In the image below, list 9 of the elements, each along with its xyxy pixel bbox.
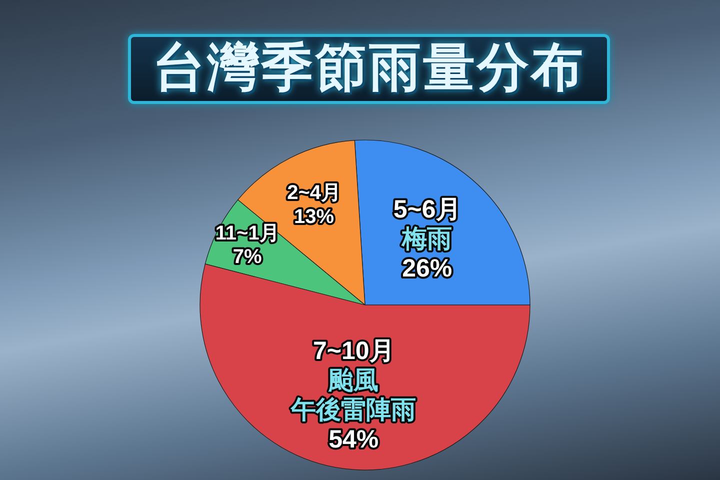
slice-label: 5~6月梅雨 <box>393 195 461 253</box>
chart-title: 台灣季節雨量分布 <box>153 39 585 98</box>
slice-label: 11~1月 <box>215 222 280 244</box>
data-label: 13% <box>294 206 334 228</box>
slice-label: 2~4月 <box>287 182 342 204</box>
data-label: 54% <box>328 425 379 454</box>
data-label: 26% <box>402 254 452 282</box>
data-label: 7% <box>232 246 262 268</box>
slice-label: 7~10月颱風午後雷陣雨 <box>290 336 416 424</box>
